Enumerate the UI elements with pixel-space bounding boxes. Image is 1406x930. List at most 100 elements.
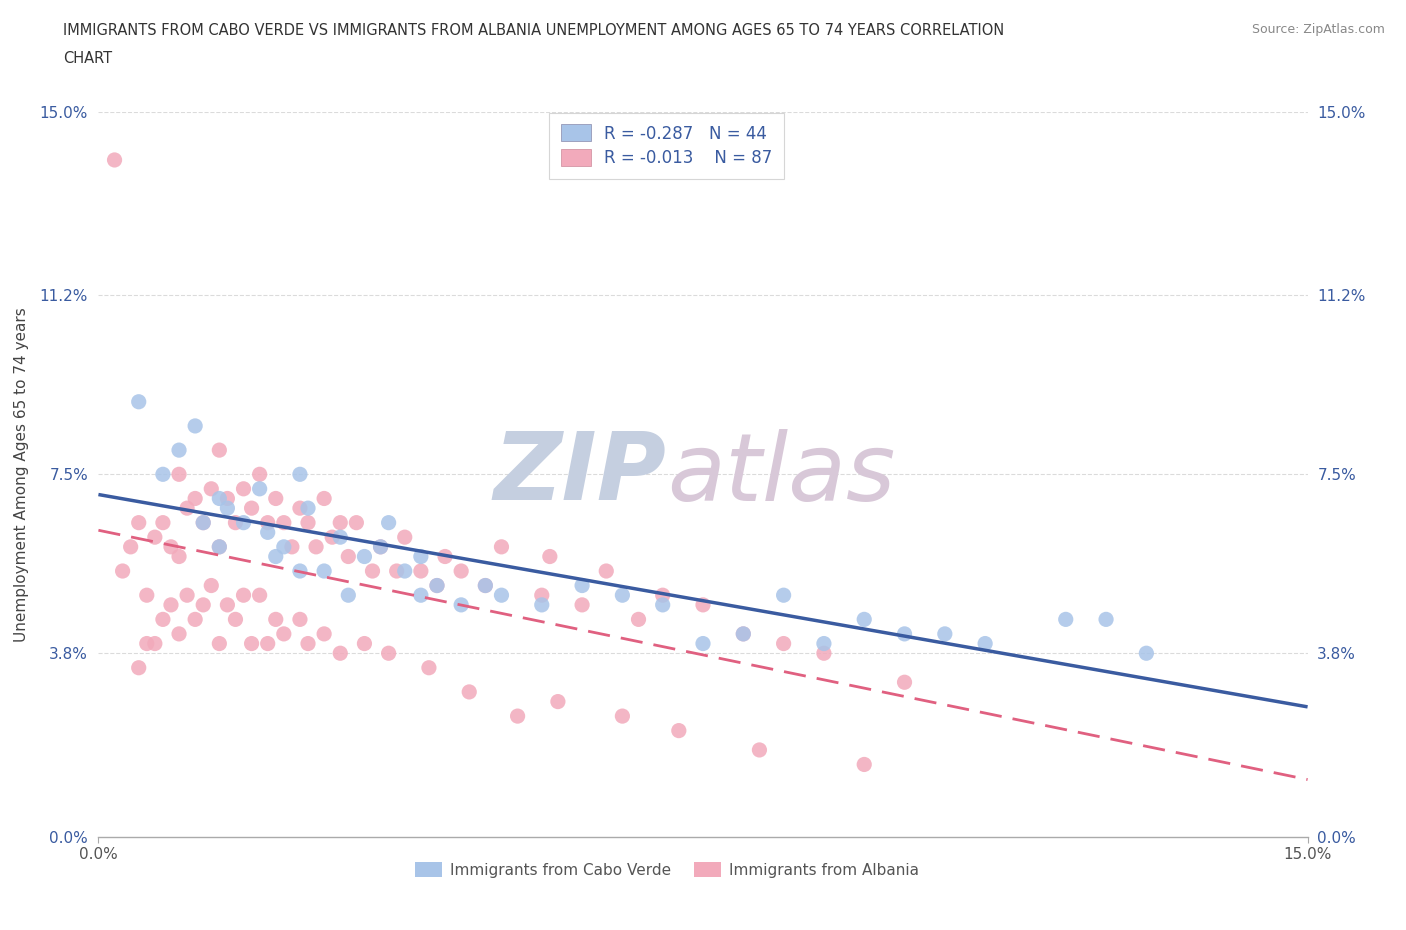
Point	[506, 709, 529, 724]
Text: Source: ZipAtlas.com: Source: ZipAtlas.com	[1251, 23, 1385, 36]
Point	[733, 627, 755, 642]
Point	[160, 597, 183, 612]
Point	[224, 515, 246, 530]
Point	[974, 636, 997, 651]
Point	[217, 500, 239, 515]
Point	[240, 500, 263, 515]
Point	[748, 742, 770, 757]
Point	[208, 539, 231, 554]
Point	[329, 530, 352, 545]
Point	[184, 612, 207, 627]
Point	[668, 724, 690, 738]
Point	[530, 597, 553, 612]
Point	[111, 564, 134, 578]
Point	[491, 539, 513, 554]
Point	[217, 597, 239, 612]
Point	[160, 539, 183, 554]
Point	[184, 491, 207, 506]
Point	[571, 597, 593, 612]
Point	[426, 578, 449, 593]
Point	[264, 549, 287, 564]
Point	[547, 694, 569, 709]
Point	[135, 588, 157, 603]
Point	[627, 612, 650, 627]
Point	[208, 491, 231, 506]
Point	[692, 597, 714, 612]
Point	[184, 418, 207, 433]
Point	[651, 588, 673, 603]
Point	[288, 467, 311, 482]
Point	[409, 549, 432, 564]
Point	[224, 612, 246, 627]
Point	[385, 564, 408, 578]
Point	[538, 549, 561, 564]
Point	[281, 539, 304, 554]
Point	[232, 515, 254, 530]
Point	[314, 627, 336, 642]
Point	[208, 539, 231, 554]
Point	[377, 515, 399, 530]
Point	[353, 549, 375, 564]
Point	[1095, 612, 1118, 627]
Point	[288, 612, 311, 627]
Point	[208, 636, 231, 651]
Point	[353, 636, 375, 651]
Point	[305, 539, 328, 554]
Point	[152, 612, 174, 627]
Point	[273, 539, 295, 554]
Point	[458, 684, 481, 699]
Point	[128, 660, 150, 675]
Point	[893, 675, 915, 690]
Point	[176, 588, 198, 603]
Text: IMMIGRANTS FROM CABO VERDE VS IMMIGRANTS FROM ALBANIA UNEMPLOYMENT AMONG AGES 65: IMMIGRANTS FROM CABO VERDE VS IMMIGRANTS…	[63, 23, 1004, 38]
Point	[167, 443, 190, 458]
Point	[329, 515, 352, 530]
Point	[612, 709, 634, 724]
Point	[314, 564, 336, 578]
Point	[193, 515, 215, 530]
Text: CHART: CHART	[63, 51, 112, 66]
Point	[297, 636, 319, 651]
Point	[167, 549, 190, 564]
Point	[128, 515, 150, 530]
Point	[297, 515, 319, 530]
Point	[297, 500, 319, 515]
Point	[103, 153, 125, 167]
Point	[394, 564, 416, 578]
Point	[120, 539, 142, 554]
Point	[135, 636, 157, 651]
Point	[474, 578, 496, 593]
Point	[409, 588, 432, 603]
Point	[288, 564, 311, 578]
Y-axis label: Unemployment Among Ages 65 to 74 years: Unemployment Among Ages 65 to 74 years	[14, 307, 28, 642]
Point	[193, 597, 215, 612]
Point	[450, 597, 472, 612]
Point	[418, 660, 440, 675]
Point	[208, 443, 231, 458]
Point	[167, 627, 190, 642]
Point	[167, 467, 190, 482]
Point	[377, 645, 399, 660]
Point	[143, 636, 166, 651]
Point	[853, 757, 876, 772]
Point	[394, 530, 416, 545]
Point	[651, 597, 673, 612]
Point	[530, 588, 553, 603]
Point	[370, 539, 392, 554]
Point	[314, 491, 336, 506]
Point	[1054, 612, 1077, 627]
Point	[273, 627, 295, 642]
Point	[434, 549, 457, 564]
Point	[893, 627, 915, 642]
Point	[249, 467, 271, 482]
Point	[329, 645, 352, 660]
Point	[264, 612, 287, 627]
Point	[813, 636, 835, 651]
Point	[934, 627, 956, 642]
Point	[772, 588, 794, 603]
Point	[256, 636, 278, 651]
Point	[612, 588, 634, 603]
Text: ZIP: ZIP	[494, 429, 666, 520]
Point	[193, 515, 215, 530]
Point	[288, 500, 311, 515]
